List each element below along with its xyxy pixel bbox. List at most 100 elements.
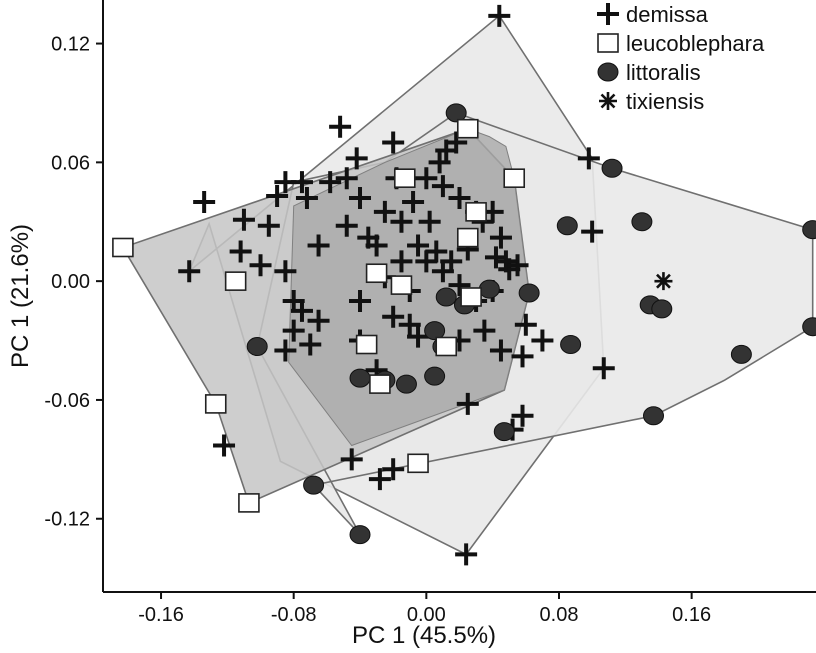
point-leucoblephara bbox=[393, 168, 416, 188]
point-demissa bbox=[349, 186, 372, 209]
point-littoralis bbox=[445, 103, 467, 123]
point-demissa bbox=[425, 240, 448, 263]
point-demissa bbox=[178, 260, 201, 283]
point-demissa bbox=[431, 260, 454, 283]
point-demissa bbox=[249, 254, 272, 277]
point-littoralis bbox=[349, 368, 371, 388]
point-littoralis bbox=[601, 158, 623, 178]
point-littoralis bbox=[424, 366, 446, 386]
legend-marker-littoralis bbox=[597, 62, 619, 82]
point-demissa bbox=[266, 185, 289, 208]
point-demissa bbox=[431, 175, 454, 198]
point-leucoblephara bbox=[112, 237, 134, 258]
point-leucoblephara bbox=[355, 334, 378, 355]
point-leucoblephara bbox=[465, 202, 487, 222]
point-littoralis bbox=[424, 321, 446, 341]
point-demissa bbox=[592, 357, 615, 380]
point-demissa bbox=[415, 250, 438, 273]
point-demissa bbox=[382, 305, 405, 328]
y-tick-label: 0.00 bbox=[51, 271, 90, 293]
point-demissa bbox=[428, 151, 451, 174]
point-demissa bbox=[488, 4, 511, 27]
point-demissa bbox=[340, 448, 363, 471]
point-littoralis bbox=[560, 335, 582, 355]
y-axis-title: PC 1 (21.6%) bbox=[7, 224, 34, 368]
legend-label-littoralis: littoralis bbox=[626, 60, 701, 85]
point-demissa bbox=[390, 250, 413, 273]
point-demissa bbox=[373, 200, 396, 223]
point-littoralis bbox=[651, 299, 673, 319]
x-axis-title: PC 1 (45.5%) bbox=[352, 622, 496, 649]
point-littoralis bbox=[631, 212, 653, 232]
point-littoralis bbox=[303, 475, 325, 495]
point-demissa bbox=[456, 392, 479, 415]
point-demissa bbox=[581, 220, 604, 243]
point-leucoblephara bbox=[204, 394, 227, 414]
data-points bbox=[112, 4, 816, 566]
point-demissa bbox=[299, 333, 322, 356]
point-tixiensis bbox=[654, 272, 673, 291]
point-demissa bbox=[531, 329, 554, 352]
point-littoralis bbox=[556, 216, 578, 236]
point-demissa bbox=[368, 468, 391, 491]
point-leucoblephara bbox=[369, 374, 391, 394]
point-littoralis bbox=[518, 283, 540, 303]
x-tick-label: 0.00 bbox=[407, 604, 446, 626]
point-demissa bbox=[282, 319, 305, 342]
point-demissa bbox=[402, 190, 425, 213]
point-demissa bbox=[274, 339, 297, 362]
x-tick-label: 0.16 bbox=[672, 604, 711, 626]
point-demissa bbox=[390, 210, 413, 233]
point-demissa bbox=[335, 167, 358, 190]
point-demissa bbox=[349, 289, 372, 312]
point-littoralis bbox=[395, 374, 417, 394]
point-demissa bbox=[290, 299, 313, 322]
point-demissa bbox=[319, 171, 342, 194]
point-demissa bbox=[473, 319, 496, 342]
y-tick-label: 0.12 bbox=[51, 34, 90, 56]
point-demissa bbox=[257, 214, 280, 237]
point-demissa bbox=[407, 325, 430, 348]
point-demissa bbox=[448, 274, 471, 297]
point-littoralis bbox=[802, 220, 816, 240]
y-tick-label: -0.06 bbox=[44, 390, 90, 412]
x-tick-label: -0.16 bbox=[138, 604, 184, 626]
point-demissa bbox=[415, 167, 438, 190]
point-demissa bbox=[407, 234, 430, 257]
x-tick-label: 0.08 bbox=[540, 604, 579, 626]
y-tick-label: 0.06 bbox=[51, 152, 90, 174]
point-demissa bbox=[329, 115, 352, 138]
point-demissa bbox=[193, 190, 216, 213]
point-demissa bbox=[514, 313, 537, 336]
point-demissa bbox=[213, 434, 236, 457]
point-demissa bbox=[382, 458, 405, 481]
point-demissa bbox=[489, 339, 512, 362]
point-littoralis bbox=[493, 422, 515, 442]
point-littoralis bbox=[435, 287, 457, 307]
point-leucoblephara bbox=[224, 271, 247, 291]
point-demissa bbox=[511, 345, 534, 368]
point-demissa bbox=[445, 131, 468, 154]
point-demissa bbox=[229, 240, 252, 263]
point-demissa bbox=[307, 309, 330, 332]
point-leucoblephara bbox=[435, 336, 458, 357]
point-demissa bbox=[577, 147, 600, 170]
point-leucoblephara bbox=[456, 227, 479, 248]
point-leucoblephara bbox=[460, 287, 482, 307]
point-demissa bbox=[489, 226, 512, 249]
point-demissa bbox=[448, 186, 471, 209]
point-demissa bbox=[274, 260, 297, 283]
legend-marker-tixiensis bbox=[599, 92, 617, 110]
point-demissa bbox=[382, 131, 405, 154]
point-demissa bbox=[345, 147, 368, 170]
point-littoralis bbox=[349, 525, 371, 545]
point-demissa bbox=[295, 186, 318, 209]
y-tick-label: -0.12 bbox=[44, 509, 90, 531]
point-leucoblephara bbox=[503, 168, 526, 188]
point-leucoblephara bbox=[238, 493, 260, 513]
point-littoralis bbox=[802, 317, 816, 337]
point-demissa bbox=[506, 254, 529, 277]
point-leucoblephara bbox=[365, 263, 388, 284]
x-tick-label: -0.08 bbox=[271, 604, 317, 626]
legend-label-tixiensis: tixiensis bbox=[626, 89, 704, 114]
